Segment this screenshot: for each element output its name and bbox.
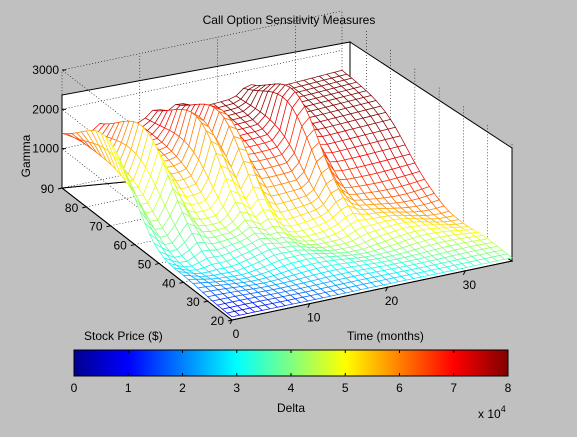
colorbar-tick-label: 2	[179, 381, 186, 395]
time-axis-label: Time (months)	[347, 329, 424, 343]
colorbar-label: Delta	[277, 401, 305, 415]
colorbar-tick-label: 4	[288, 381, 295, 395]
colorbar-tick-label: 5	[342, 381, 349, 395]
price-tick-label: 90	[41, 182, 55, 196]
colorbar	[74, 350, 508, 376]
price-tick-label: 50	[138, 257, 152, 271]
colorbar-tick-label: 0	[71, 381, 78, 395]
time-tick-label: 20	[385, 294, 399, 308]
colorbar-tick-label: 1	[125, 381, 132, 395]
gamma-tick-label: 1000	[32, 142, 59, 156]
price-tick-label: 40	[162, 276, 176, 290]
price-tick-label: 20	[211, 314, 225, 328]
chart-title: Call Option Sensitivity Measures	[203, 13, 376, 27]
gamma-axis-label: Gamma	[19, 134, 33, 177]
time-tick-label: 30	[463, 278, 477, 292]
price-tick-label: 30	[186, 295, 200, 309]
gamma-tick-label: 3000	[32, 63, 59, 77]
price-tick-label: 70	[89, 220, 103, 234]
gamma-tick-label: 2000	[32, 102, 59, 116]
colorbar-tick-label: 6	[396, 381, 403, 395]
time-tick-label: 10	[307, 311, 321, 325]
time-tick-label: 0	[233, 327, 240, 341]
colorbar-tick-label: 8	[505, 381, 512, 395]
colorbar-tick-label: 7	[450, 381, 457, 395]
price-tick-label: 80	[65, 201, 79, 215]
price-axis-label: Stock Price ($)	[84, 329, 163, 343]
price-tick-label: 60	[113, 239, 127, 253]
colorbar-tick-label: 3	[233, 381, 240, 395]
